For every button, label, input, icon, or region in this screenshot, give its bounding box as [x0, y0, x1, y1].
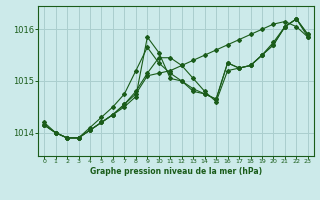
X-axis label: Graphe pression niveau de la mer (hPa): Graphe pression niveau de la mer (hPa)	[90, 167, 262, 176]
